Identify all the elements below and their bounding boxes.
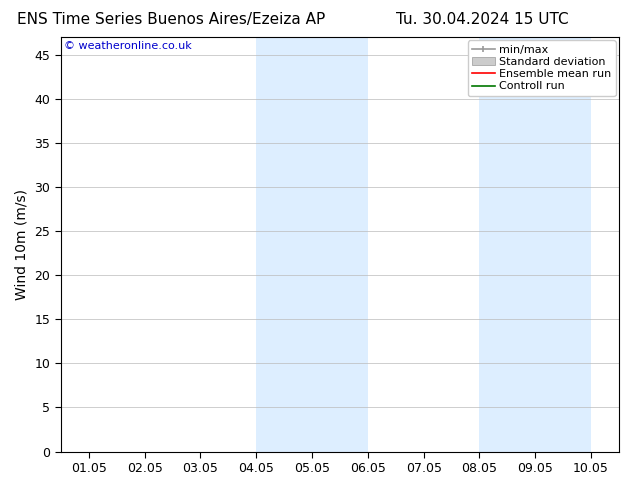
Bar — [479, 37, 591, 452]
Legend: min/max, Standard deviation, Ensemble mean run, Controll run: min/max, Standard deviation, Ensemble me… — [468, 40, 616, 96]
Bar — [256, 37, 368, 452]
Text: ENS Time Series Buenos Aires/Ezeiza AP: ENS Time Series Buenos Aires/Ezeiza AP — [17, 12, 325, 27]
Text: Tu. 30.04.2024 15 UTC: Tu. 30.04.2024 15 UTC — [396, 12, 568, 27]
Text: © weatheronline.co.uk: © weatheronline.co.uk — [63, 41, 191, 51]
Y-axis label: Wind 10m (m/s): Wind 10m (m/s) — [15, 189, 29, 300]
